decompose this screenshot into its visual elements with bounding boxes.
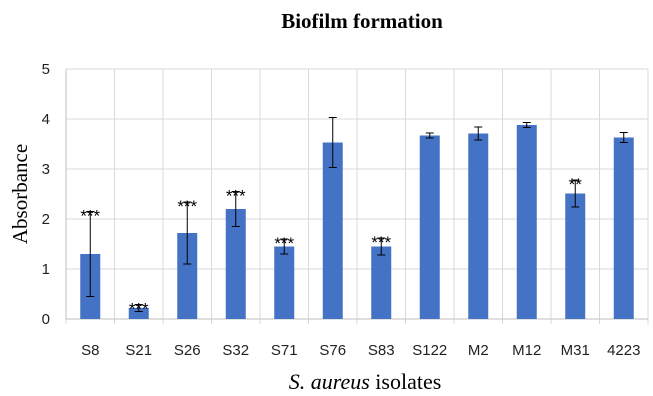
x-axis-label: S. aureus isolates (289, 369, 442, 394)
significance-label: *** (274, 234, 294, 253)
y-tick-label: 1 (42, 261, 50, 278)
x-tick-label: S83 (368, 342, 395, 359)
y-tick-labels: 0 1 2 3 4 5 (42, 61, 50, 328)
error-bars (86, 117, 628, 312)
bars (80, 125, 634, 319)
bar-S26 (177, 233, 198, 319)
y-tick-label: 2 (42, 211, 50, 228)
bar-S122 (419, 135, 440, 319)
gridlines (65, 68, 649, 324)
bar-S71 (274, 246, 295, 319)
x-tick-label: 4223 (607, 342, 640, 359)
x-tick-label: S122 (412, 342, 447, 359)
chart-title: Biofilm formation (281, 9, 443, 33)
bar-S76 (322, 142, 343, 319)
bar-S32 (225, 209, 246, 319)
x-tick-label: S21 (125, 342, 152, 359)
x-axis-label-rest: isolates (370, 369, 442, 394)
bar-M31 (565, 193, 586, 319)
bar-M12 (516, 125, 537, 319)
significance-label: *** (80, 207, 100, 226)
axes (65, 69, 648, 320)
significance-label: *** (371, 233, 391, 252)
bar-S21 (128, 308, 149, 319)
x-tick-label: M31 (561, 342, 590, 359)
x-tick-labels: S8 S21 S26 S32 S71 S76 S83 S122 M2 M12 M31 4223 (81, 342, 640, 359)
x-tick-label: S71 (271, 342, 298, 359)
significance-label: *** (226, 187, 246, 206)
y-tick-label: 4 (42, 111, 50, 128)
y-tick-label: 5 (42, 61, 50, 78)
significance-label: *** (177, 197, 197, 216)
bar-S83 (371, 246, 392, 319)
bar-4223 (613, 137, 634, 319)
y-tick-label: 0 (42, 311, 50, 328)
x-axis-label-italic: S. aureus (289, 369, 370, 394)
x-tick-label: S32 (222, 342, 249, 359)
x-tick-label: S76 (319, 342, 346, 359)
x-tick-label: M12 (512, 342, 541, 359)
x-tick-label: S26 (174, 342, 201, 359)
y-axis-label: Absorbance (8, 144, 32, 244)
x-tick-label: S8 (81, 342, 99, 359)
significance-label: *** (129, 300, 149, 319)
significance-label: ** (569, 175, 583, 194)
significance-labels: *************** ***** (80, 175, 582, 319)
x-tick-label: M2 (468, 342, 489, 359)
y-tick-label: 3 (42, 161, 50, 178)
bar-M2 (468, 133, 489, 319)
